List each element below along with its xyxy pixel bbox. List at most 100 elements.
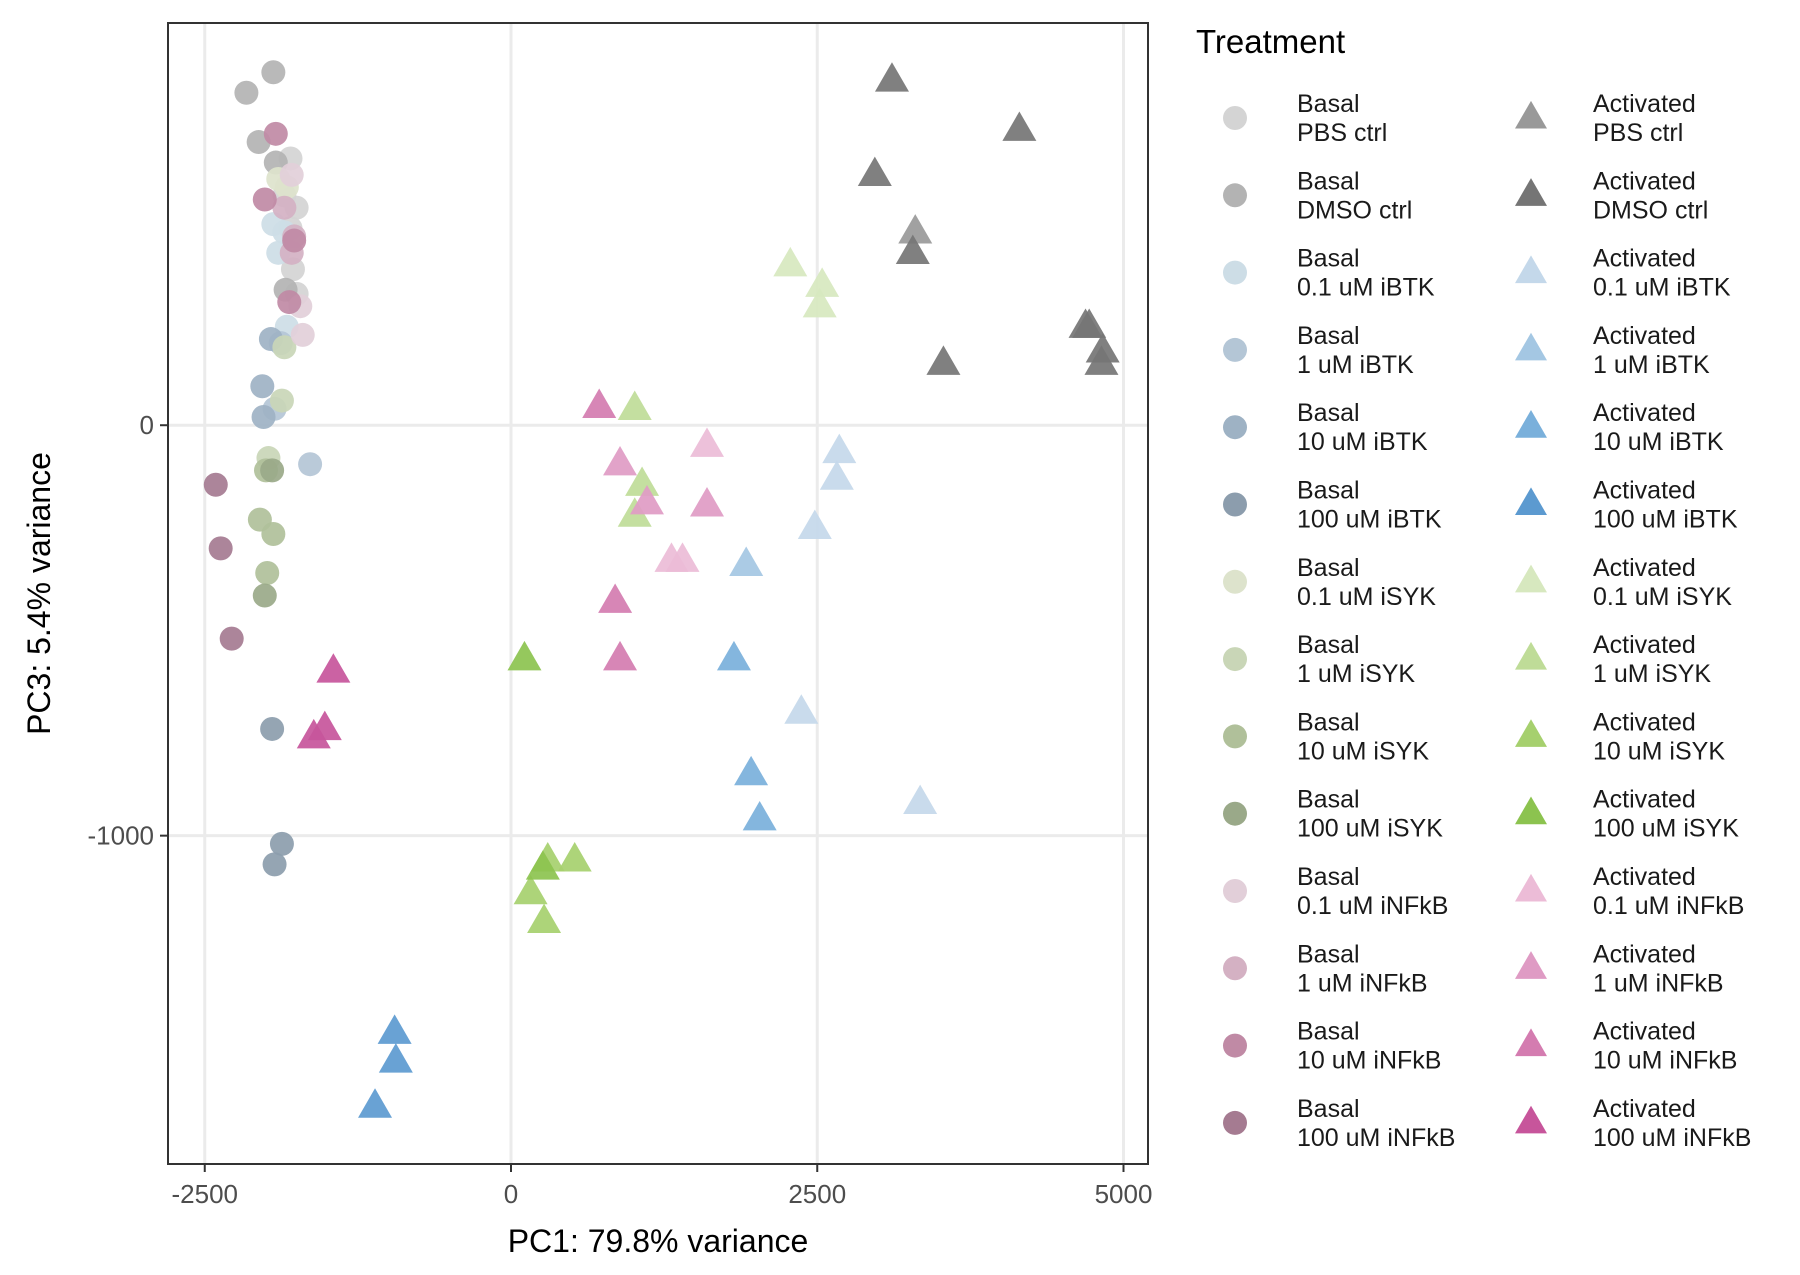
legend-key-triangle (1515, 1105, 1547, 1134)
data-point-circle (263, 121, 288, 146)
data-point-circle (203, 472, 228, 497)
data-point-triangle (603, 640, 638, 671)
legend-label: Activated (1593, 631, 1696, 659)
data-point-triangle (513, 874, 548, 905)
legend-key-triangle (1515, 487, 1547, 516)
legend-label: 0.1 uM iNFkB (1297, 892, 1448, 920)
legend-key-triangle (1515, 719, 1547, 747)
legend-key-circle (1223, 260, 1247, 285)
legend-label: 1 uM iNFkB (1593, 969, 1724, 997)
legend-label: 0.1 uM iBTK (1297, 274, 1435, 302)
legend-key-circle (1223, 492, 1247, 517)
data-point-circle (250, 374, 275, 399)
legend-key-circle (1223, 1110, 1247, 1135)
data-point-triangle (525, 850, 560, 880)
legend-label: 10 uM iSYK (1593, 737, 1725, 765)
data-point-triangle (784, 694, 819, 724)
legend-key-triangle (1515, 178, 1547, 206)
legend-label: PBS ctrl (1297, 119, 1387, 147)
legend-key-triangle (1515, 564, 1547, 593)
data-point-triangle (629, 484, 664, 515)
legend-label: Basal (1297, 786, 1360, 814)
legend-key-triangle (1515, 255, 1547, 284)
data-point-triangle (895, 234, 930, 265)
legend-label: 1 uM iNFkB (1297, 969, 1428, 997)
legend-label: 100 uM iBTK (1297, 506, 1442, 534)
data-point-triangle (802, 287, 837, 318)
data-point-triangle (874, 62, 909, 92)
data-point-triangle (716, 640, 751, 671)
legend-label: Activated (1593, 708, 1696, 736)
data-point-triangle (797, 509, 832, 540)
legend-label: Basal (1297, 167, 1360, 195)
legend-key-circle (1223, 569, 1247, 594)
legend-label: DMSO ctrl (1593, 196, 1708, 224)
legend-label: 100 uM iSYK (1297, 815, 1443, 843)
legend-key-triangle (1515, 641, 1547, 670)
legend-label: 0.1 uM iBTK (1593, 274, 1731, 302)
legend-label: 1 uM iBTK (1593, 351, 1710, 379)
data-point-triangle (617, 390, 652, 420)
plot-panel-border (167, 22, 1149, 1165)
legend-label: 0.1 uM iNFkB (1593, 892, 1744, 920)
legend-label: Basal (1297, 940, 1360, 968)
data-point-triangle (822, 433, 857, 464)
data-point-circle (260, 458, 285, 483)
legend-label: 10 uM iBTK (1297, 428, 1428, 456)
x-tick-label: -2500 (172, 1179, 239, 1209)
legend-key-triangle (1515, 100, 1547, 129)
legend-label: 100 uM iNFkB (1593, 1124, 1751, 1152)
data-point-triangle (729, 546, 764, 576)
data-point-circle (234, 80, 259, 105)
legend-label: Activated (1593, 399, 1696, 427)
data-point-circle (282, 228, 307, 253)
grid-lines (168, 23, 1148, 1164)
legend-label: Basal (1297, 631, 1360, 659)
x-axis-title: PC1: 79.8% variance (508, 1223, 809, 1259)
data-point-triangle (582, 388, 617, 418)
legend-label: Basal (1297, 1095, 1360, 1123)
legend-title: Treatment (1196, 23, 1345, 60)
data-point-triangle (926, 345, 961, 375)
legend-key-circle (1223, 337, 1247, 362)
data-point-triangle (690, 427, 724, 457)
data-point-triangle (857, 156, 892, 187)
legend-label: Activated (1593, 1018, 1696, 1046)
data-point-circle (260, 716, 285, 741)
legend-label: 0.1 uM iSYK (1297, 583, 1436, 611)
legend-label: 1 uM iSYK (1297, 660, 1415, 688)
data-point-triangle (598, 583, 633, 613)
data-point-circle (272, 195, 297, 220)
legend-label: Basal (1297, 322, 1360, 350)
data-point-circle (219, 626, 244, 651)
legend-key-circle (1223, 1033, 1247, 1058)
data-point-triangle (378, 1043, 413, 1073)
legend-label: Basal (1297, 399, 1360, 427)
legend-label: Activated (1593, 167, 1696, 195)
legend-label: PBS ctrl (1593, 119, 1683, 147)
data-point-circle (252, 583, 277, 608)
legend-key-triangle (1515, 951, 1547, 979)
legend-key-circle (1223, 106, 1247, 130)
data-point-triangle (377, 1014, 412, 1044)
legend-label: DMSO ctrl (1297, 196, 1412, 224)
data-point-triangle (734, 755, 769, 786)
legend-label: 1 uM iBTK (1297, 351, 1414, 379)
legend-key-circle (1223, 183, 1247, 208)
data-point-triangle (358, 1088, 393, 1118)
data-point-circle (208, 536, 233, 561)
legend-key-triangle (1515, 410, 1547, 438)
legend-label: 10 uM iNFkB (1593, 1047, 1737, 1075)
legend-label: 100 uM iNFkB (1297, 1124, 1455, 1152)
data-point-circle (251, 405, 276, 430)
legend-key-circle (1223, 647, 1247, 672)
legend-label: Basal (1297, 90, 1360, 118)
legend-label: Basal (1297, 863, 1360, 891)
legend-key-circle (1223, 724, 1247, 749)
legend-label: 1 uM iSYK (1593, 660, 1711, 688)
data-point-triangle (805, 267, 840, 297)
legend-label: 10 uM iBTK (1593, 428, 1724, 456)
data-point-circle (261, 521, 286, 546)
data-point-triangle (603, 445, 638, 476)
data-point-triangle (507, 640, 542, 671)
